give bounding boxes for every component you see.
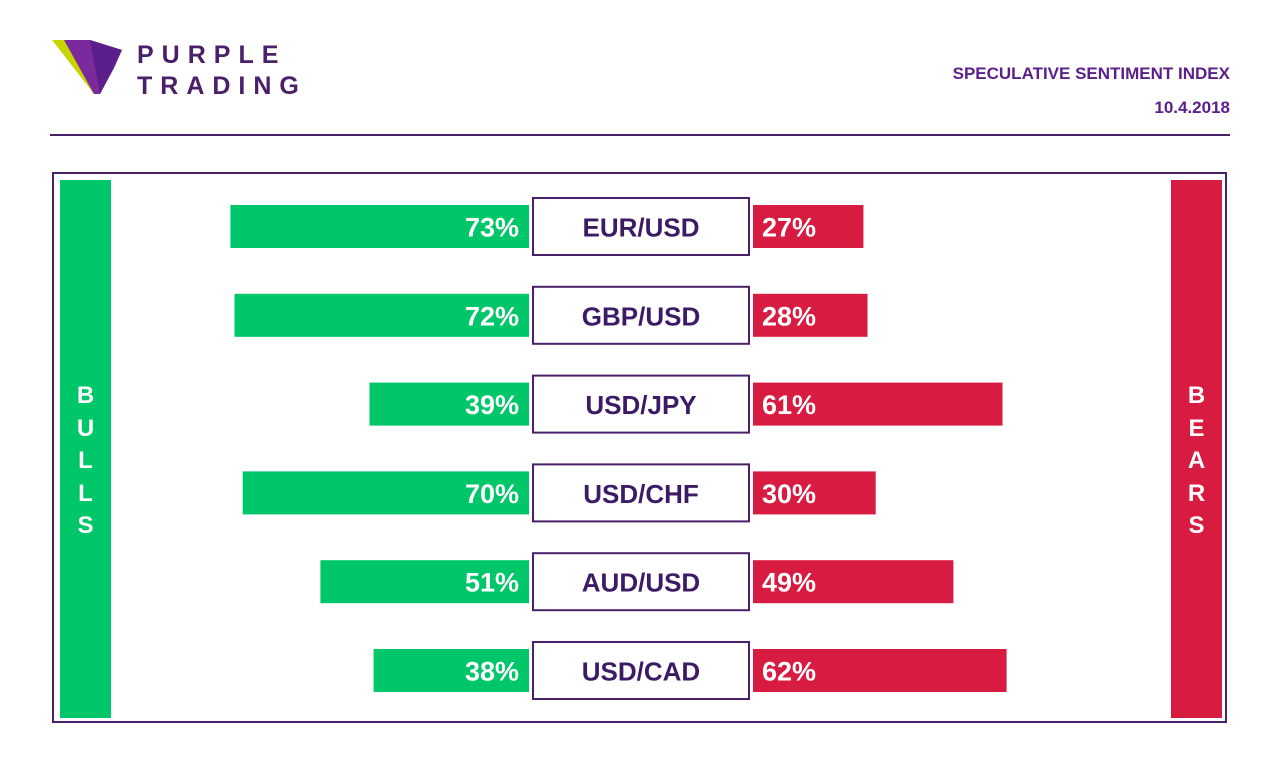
header-divider [50,134,1230,136]
side-letter: B [76,382,95,409]
purple-trading-logo-icon [52,40,122,94]
report-title: SPECULATIVE SENTIMENT INDEX [952,64,1230,83]
side-letter: L [78,447,93,474]
brand-line-1: PURPLE [137,41,287,69]
chart-frame [52,172,1227,723]
brand-name: PURPLE TRADING [137,40,307,102]
side-letter: S [77,512,94,539]
report-date: 10.4.2018 [1154,98,1230,117]
side-letter: E [1188,414,1205,442]
report-header: SPECULATIVE SENTIMENT INDEX 10.4.2018 [953,57,1230,125]
side-letter: S [1188,512,1205,539]
side-letter: A [1187,447,1206,474]
side-letter: B [1187,382,1206,409]
side-letter: R [1187,479,1206,507]
side-letter: L [78,479,93,507]
side-letter: U [76,414,95,442]
brand-line-2: TRADING [137,72,307,100]
